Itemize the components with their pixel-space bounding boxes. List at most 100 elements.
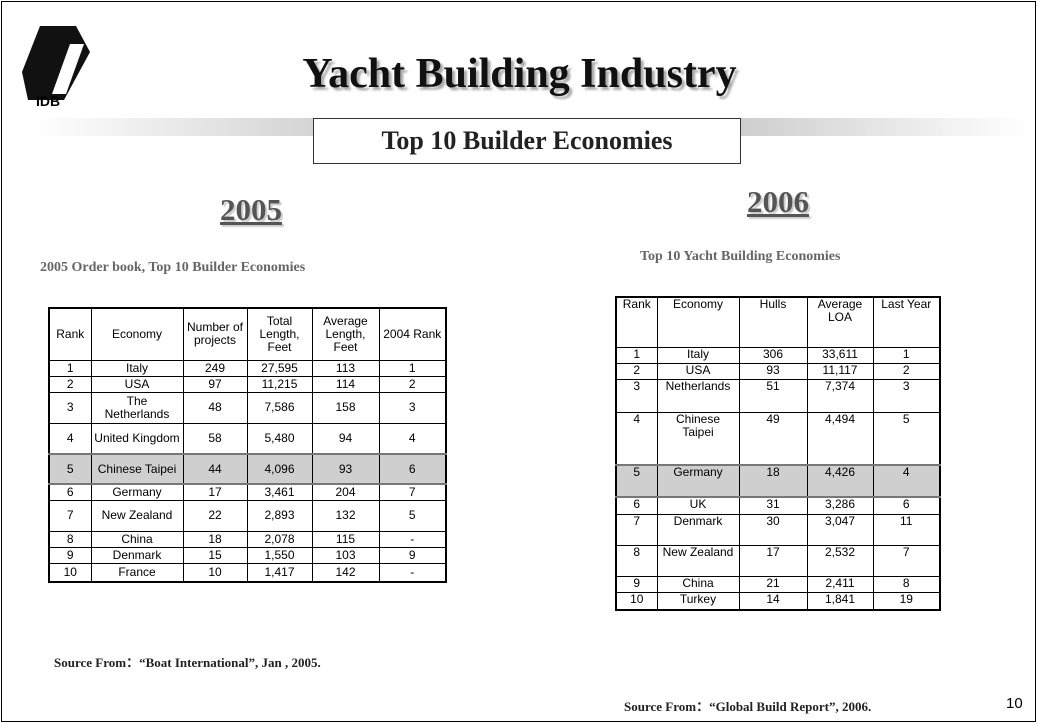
table-row: 10 France 10 1,417 142- [48,562,447,583]
table-cell: 8 [872,575,941,593]
table-cell: Denmark [656,513,740,546]
table-cell: 3 [48,391,92,424]
table-cell: 7 [615,513,658,546]
table-cell: 49 [738,411,808,466]
table-cell: 11,215 [246,375,313,393]
table-cell: 8 [48,530,92,548]
table-cell: China [90,530,184,548]
table-cell: Economy [656,296,740,348]
table-row: Rank Economy Hulls Average LOA Last Year [615,296,941,348]
table-cell: Total Length, Feet [246,307,313,361]
source-right: Source From：“Global Build Report”, 2006. [624,699,872,714]
table-row: 1 Italy 306 33,611 1 [615,346,941,364]
table-cell: USA [656,362,740,380]
table-row: 7 New Zealand 22 2,893 132 5 [48,499,447,532]
table-cell: 94 [311,422,380,455]
table-cell: 3,461 [246,483,313,501]
table-cell: 6 [615,496,658,515]
table-row: 10 Turkey 14 1,841 19 [615,591,941,611]
table-cell: 7 [378,483,447,501]
source-left: Source From：“Boat International”, Jan , … [54,655,321,670]
table-cell: Turkey [656,591,740,611]
table-cell: 2,532 [806,544,874,577]
table-cell: 4 [615,411,658,466]
table-cell: New Zealand [656,544,740,577]
table-cell: 93 [738,362,808,380]
table-cell: Last Year [872,296,941,348]
table-cell: 142 [311,562,380,583]
table-cell: 9 [615,575,658,593]
table-cell: Chinese Taipei [656,411,740,466]
table-cell: Denmark [90,546,184,564]
table-cell: 10 [182,562,248,583]
table-cell: 21 [738,575,808,593]
table-row: 5 Chinese Taipei 44 4,096 93 6 [48,453,447,485]
table-cell: 1,550 [246,546,313,564]
table-row: 8 New Zealand 17 2,532 7 [615,544,941,577]
table-cell: 1,841 [806,591,874,611]
table-cell: 17 [182,483,248,501]
table-row: 2 USA 97 11,215 114 2 [48,375,447,393]
table-cell: United Kingdom [90,422,184,455]
table-cell: 4,096 [246,453,313,485]
table-cell: 2 [48,375,92,393]
table-cell: 1 [48,359,92,377]
table-cell: 204 [311,483,380,501]
table-cell: 306 [738,346,808,364]
table-row: 7 Denmark 30 3,047 11 [615,513,941,546]
table-row: 5 Germany 18 4,426 4 [615,464,941,498]
table-cell: 31 [738,496,808,515]
table-cell: 2,893 [246,499,313,532]
table-cell: 2,078 [246,530,313,548]
table-cell: 48 [182,391,248,424]
table-cell: The Netherlands [90,391,184,424]
table-cell: 5,480 [246,422,313,455]
table-cell: 10 [615,591,658,611]
table-cell: 18 [182,530,248,548]
table-cell: USA [90,375,184,393]
table-cell: 4,494 [806,411,874,466]
table-cell: 7,374 [806,378,874,413]
table-row: 6 Germany 17 3,461 204 7 [48,483,447,501]
table-cell: China [656,575,740,593]
table-cell: 113 [311,359,380,377]
table-cell: 5 [48,453,92,485]
table-row: 3 Netherlands 51 7,374 3 [615,378,941,413]
table-cell: 7,586 [246,391,313,424]
table-cell: Average Length, Feet [311,307,380,361]
table-cell: Italy [656,346,740,364]
table-cell: 17 [738,544,808,577]
table-cell: Average LOA [806,296,874,348]
table-cell: 4,426 [806,464,874,498]
logo-mark: IDB [22,26,90,109]
table-cell: Germany [90,483,184,501]
table-cell: 114 [311,375,380,393]
table-cell: Hulls [738,296,808,348]
table-cell: 103 [311,546,380,564]
table-row: 3 The Netherlands 48 7,586 158 3 [48,391,447,424]
table-row: 6 UK 31 3,286 6 [615,496,941,515]
table-cell: 1 [872,346,941,364]
table-cell: Netherlands [656,378,740,413]
table-cell: 6 [48,483,92,501]
year-left: 2005 [220,192,282,227]
table-cell: 1 [615,346,658,364]
page-number: 10 [1006,695,1023,712]
table-cell: 18 [738,464,808,498]
table-cell: 9 [378,546,447,564]
table-cell: 8 [615,544,658,577]
table-left: Rank Economy Number of projects Total Lengt… [48,307,447,583]
table-cell: - [378,562,447,583]
table-cell: 93 [311,453,380,485]
table-cell: 44 [182,453,248,485]
table-cell: 115 [311,530,380,548]
table-cell: 132 [311,499,380,532]
table-cell: 2 [615,362,658,380]
table-cell: 3,286 [806,496,874,515]
table-cell: 2 [872,362,941,380]
table-cell: 30 [738,513,808,546]
table-cell: 33,611 [806,346,874,364]
table-cell: 7 [48,499,92,532]
table-row: 8 China 18 2,078 115- [48,530,447,548]
